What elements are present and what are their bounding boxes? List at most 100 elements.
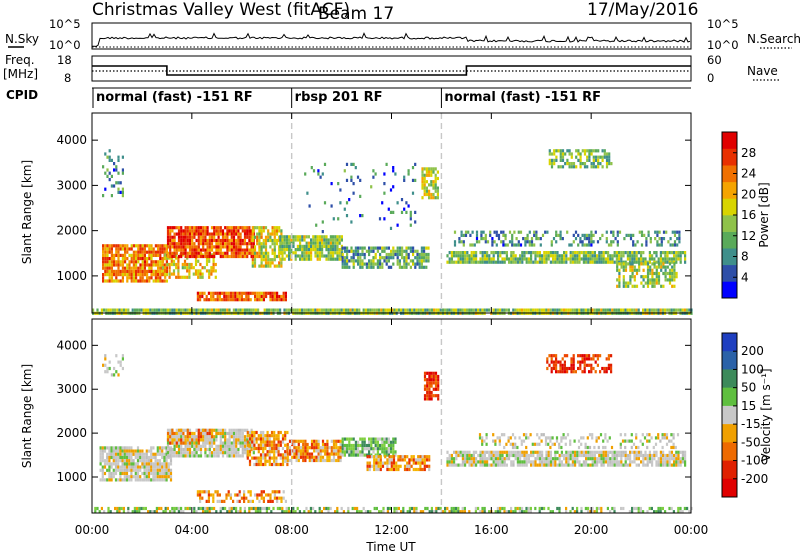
data-cell — [366, 455, 369, 459]
data-cell — [139, 250, 142, 254]
data-cell — [280, 229, 283, 233]
data-cell — [278, 496, 281, 500]
data-cell — [230, 506, 233, 511]
data-cell — [267, 493, 270, 497]
data-cell — [275, 437, 278, 441]
data-cell — [168, 275, 171, 279]
data-cell — [363, 256, 366, 260]
data-cell — [536, 308, 539, 312]
data-cell — [208, 454, 211, 458]
data-cell — [113, 257, 116, 261]
data-cell — [169, 447, 172, 452]
data-cell — [115, 263, 118, 267]
data-cell — [569, 463, 572, 467]
data-cell — [199, 275, 202, 279]
data-cell — [206, 510, 209, 514]
data-cell — [326, 449, 329, 453]
data-cell — [365, 265, 368, 269]
data-cell — [206, 454, 209, 458]
data-cell — [106, 253, 109, 257]
data-cell — [591, 457, 594, 461]
data-cell — [258, 232, 261, 236]
data-cell — [147, 478, 151, 482]
data-cell — [310, 251, 313, 255]
cpid-segment-label: rbsp 201 RF — [295, 90, 383, 105]
data-cell — [186, 451, 189, 455]
data-cell — [216, 493, 219, 497]
data-cell — [132, 273, 135, 277]
data-cell — [213, 308, 216, 312]
data-cell — [666, 278, 669, 282]
data-cell — [297, 442, 300, 447]
data-cell — [370, 246, 373, 250]
data-cell — [204, 454, 207, 458]
data-cell — [461, 457, 464, 461]
data-cell — [635, 284, 639, 288]
data-cell — [530, 260, 533, 264]
data-cell — [101, 478, 104, 482]
data-cell — [678, 230, 681, 234]
data-cell — [479, 257, 482, 261]
data-cell — [146, 276, 149, 280]
data-cell — [642, 278, 645, 282]
data-cell — [684, 260, 687, 264]
data-cell — [146, 244, 149, 248]
data-cell — [184, 251, 187, 255]
data-cell — [519, 457, 522, 461]
data-cell — [273, 459, 276, 463]
data-cell — [280, 264, 283, 268]
data-cell — [646, 275, 650, 279]
data-cell — [208, 245, 211, 249]
data-cell — [101, 449, 104, 453]
data-cell — [642, 284, 645, 288]
data-cell — [114, 308, 117, 312]
cpid-segment-label: normal (fast) -151 RF — [444, 90, 601, 105]
data-cell — [455, 463, 458, 467]
data-cell — [151, 308, 154, 312]
data-cell — [169, 462, 173, 466]
data-cell — [336, 238, 339, 242]
data-cell — [648, 257, 651, 261]
data-cell — [420, 252, 423, 257]
data-cell — [166, 451, 170, 455]
data-cell — [186, 251, 189, 255]
data-cell — [210, 245, 214, 249]
data-cell — [165, 465, 168, 469]
data-cell — [480, 230, 483, 234]
data-cell — [530, 237, 534, 241]
data-cell — [148, 244, 151, 248]
data-cell — [283, 257, 286, 261]
data-cell — [225, 496, 228, 500]
data-cell — [171, 238, 174, 243]
data-cell — [108, 459, 111, 463]
data-cell — [479, 308, 482, 312]
data-cell — [306, 455, 309, 459]
data-cell — [620, 251, 623, 255]
data-cell — [169, 510, 172, 514]
data-cell — [183, 259, 187, 263]
data-cell — [186, 229, 189, 233]
data-cell — [383, 443, 386, 448]
data-cell — [361, 450, 364, 454]
data-cell — [199, 291, 202, 295]
data-cell — [420, 262, 423, 266]
data-cell — [525, 308, 528, 312]
data-cell — [403, 175, 406, 179]
data-cell — [292, 506, 295, 511]
data-cell — [117, 459, 120, 463]
data-cell — [260, 226, 263, 230]
data-cell — [339, 449, 342, 453]
data-cell — [163, 455, 166, 460]
data-cell — [270, 440, 274, 444]
data-cell — [600, 251, 603, 255]
data-cell — [230, 242, 233, 246]
data-cell — [210, 266, 213, 270]
data-cell — [241, 447, 244, 452]
data-cell — [428, 374, 431, 379]
data-cell — [94, 510, 97, 514]
data-cell — [538, 450, 541, 454]
data-cell — [616, 268, 619, 272]
data-cell — [597, 149, 600, 153]
data-cell — [277, 430, 280, 435]
data-cell — [631, 262, 634, 266]
